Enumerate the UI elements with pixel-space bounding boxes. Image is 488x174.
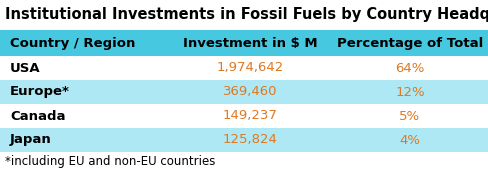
Text: Percentage of Total: Percentage of Total	[337, 37, 483, 49]
Text: Investment in $ M: Investment in $ M	[183, 37, 317, 49]
Bar	[0, 128, 488, 152]
Text: Canada: Canada	[10, 109, 65, 122]
Bar	[0, 56, 488, 80]
Text: USA: USA	[10, 61, 41, 74]
Text: Institutional Investments in Fossil Fuels by Country Headquarters: Institutional Investments in Fossil Fuel…	[5, 7, 488, 22]
Bar	[0, 80, 488, 104]
Text: 1,974,642: 1,974,642	[216, 61, 284, 74]
Text: *including EU and non-EU countries: *including EU and non-EU countries	[5, 156, 215, 168]
Text: 149,237: 149,237	[223, 109, 278, 122]
Bar	[0, 104, 488, 128]
Bar	[0, 30, 488, 56]
Text: 12%: 12%	[395, 85, 425, 98]
Text: 369,460: 369,460	[223, 85, 277, 98]
Text: 125,824: 125,824	[223, 133, 278, 147]
Text: Japan: Japan	[10, 133, 52, 147]
Text: 5%: 5%	[400, 109, 421, 122]
Text: 4%: 4%	[400, 133, 421, 147]
Text: 64%: 64%	[395, 61, 425, 74]
Text: Country / Region: Country / Region	[10, 37, 135, 49]
Text: Europe*: Europe*	[10, 85, 70, 98]
